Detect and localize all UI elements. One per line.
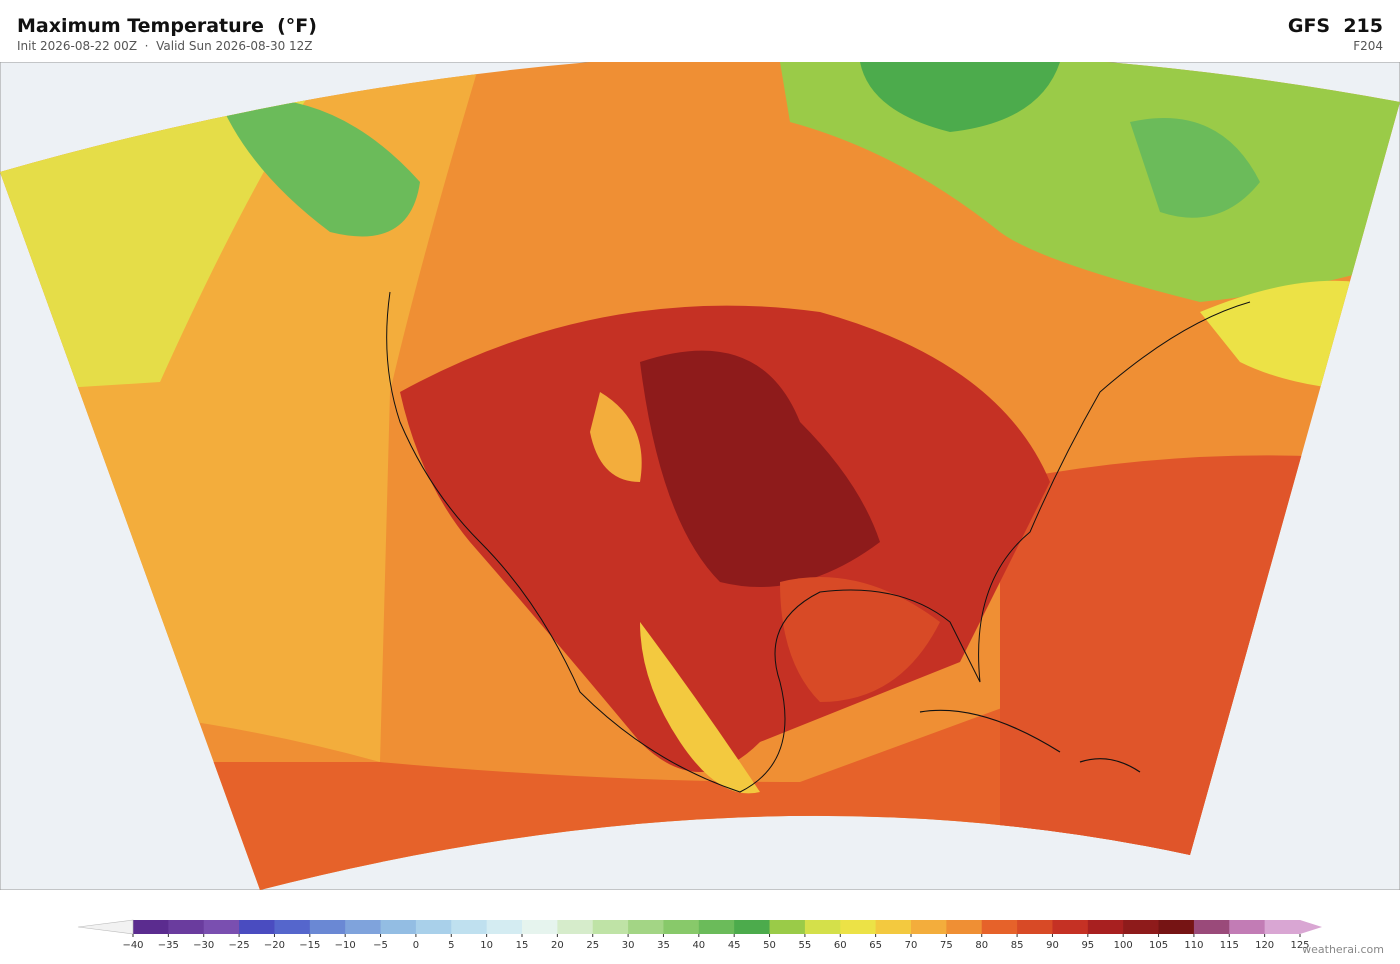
colorbar-tick-label: 100 (1114, 940, 1133, 951)
colorbar-bin (168, 920, 205, 934)
colorbar-tick-label: 95 (1081, 940, 1094, 951)
colorbar-bin (1017, 920, 1053, 934)
colorbar-tick-label: 75 (940, 940, 953, 951)
colorbar-bin (486, 920, 523, 934)
colorbar-tick-label: 65 (869, 940, 882, 951)
colorbar-tick-label: 85 (1011, 940, 1024, 951)
colorbar-tick-label: 25 (586, 940, 599, 951)
colorbar-tick-label: −10 (335, 940, 356, 951)
colorbar-tick-label: 10 (480, 940, 493, 951)
colorbar-tick-label: 80 (975, 940, 988, 951)
colorbar-bin (734, 920, 771, 934)
colorbar-tick-label: 50 (763, 940, 776, 951)
colorbar-tick-label: 30 (622, 940, 635, 951)
colorbar-tick-label: 0 (413, 940, 419, 951)
colorbar-tick-label: 115 (1220, 940, 1239, 951)
colorbar-bin (981, 920, 1018, 934)
colorbar-bin (769, 920, 806, 934)
colorbar-tick-label: 105 (1149, 940, 1168, 951)
colorbar-tick-label: −25 (229, 940, 250, 951)
colorbar-tick-label: 20 (551, 940, 564, 951)
colorbar-bin (1158, 920, 1195, 934)
colorbar-tick-label: 35 (657, 940, 670, 951)
colorbar-tick-label: −5 (373, 940, 388, 951)
colorbar-bin (345, 920, 382, 934)
colorbar-tick-label: 70 (905, 940, 918, 951)
colorbar-tick-label: 120 (1255, 940, 1274, 951)
coastline (386, 291, 1251, 793)
colorbar-bin (628, 920, 664, 934)
colorbar-tick-label: −35 (158, 940, 179, 951)
colorbar-bin (451, 920, 488, 934)
colorbar: −40 −35 −30 −25 −20 −15 −10 −5 0 5 10 15 20 25 30 35 40 4… (77, 919, 1322, 951)
colorbar-bin (1264, 920, 1301, 934)
colorbar-bin (415, 920, 452, 934)
colorbar-tick-label: 125 (1290, 940, 1309, 951)
title: Maximum Temperature (°F) (17, 15, 317, 37)
colorbar-bin (663, 920, 700, 934)
colorbar-bin (239, 920, 275, 934)
colorbar-tick-label: 40 (692, 940, 705, 951)
colorbar-bin (1193, 920, 1230, 934)
colorbar-tick-label: 45 (728, 940, 741, 951)
colorbar-bin (875, 920, 912, 934)
colorbar-bin (380, 920, 417, 934)
colorbar-bin (1087, 920, 1124, 934)
colorbar-under (77, 919, 134, 935)
colorbar-tick-label: 5 (448, 940, 454, 951)
watermark: weatherai.com (1302, 943, 1384, 956)
colorbar-tick-label: 55 (799, 940, 812, 951)
colorbar-over (1300, 920, 1322, 934)
colorbar-bin (203, 920, 240, 934)
colorbar-tick-label: −20 (264, 940, 285, 951)
colorbar-tick-label: −15 (299, 940, 320, 951)
colorbar-bin (522, 920, 558, 934)
colorbar-bin (1229, 920, 1266, 934)
colorbar-tick-label: −30 (193, 940, 214, 951)
colorbar-bin (592, 920, 629, 934)
model-label: GFS 215 (1287, 15, 1383, 37)
subtitle: Init 2026-08-22 00Z · Valid Sun 2026-08-… (17, 39, 313, 53)
colorbar-bin (911, 920, 947, 934)
colorbar-tick-label: −40 (122, 940, 143, 951)
colorbar-bin (309, 920, 346, 934)
colorbar-tick-label: 110 (1184, 940, 1203, 951)
colorbar-bin (804, 920, 841, 934)
temperature-field (0, 62, 1400, 890)
colorbar-bin (1052, 920, 1089, 934)
map (0, 62, 1400, 890)
colorbar-bin (840, 920, 877, 934)
islands (919, 709, 1141, 773)
forecast-hour: F204 (1353, 39, 1383, 53)
colorbar-bin (557, 920, 594, 934)
colorbar-bin (274, 920, 311, 934)
colorbar-bin (946, 920, 983, 934)
colorbar-bin (698, 920, 735, 934)
colorbar-bin (1123, 920, 1160, 934)
colorbar-tick-label: 90 (1046, 940, 1059, 951)
colorbar-tick-label: 60 (834, 940, 847, 951)
colorbar-bin (133, 920, 169, 934)
colorbar-tick-label: 15 (516, 940, 529, 951)
